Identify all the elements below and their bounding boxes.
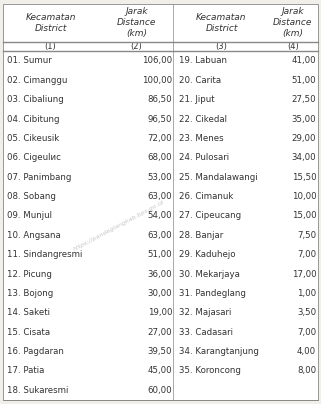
Text: 20. Carita: 20. Carita	[179, 76, 221, 85]
Text: 30. Mekarjaya: 30. Mekarjaya	[179, 269, 240, 278]
Text: 35,00: 35,00	[291, 115, 316, 124]
Text: 25. Mandalawangi: 25. Mandalawangi	[179, 173, 257, 182]
Text: 17. Patia: 17. Patia	[7, 366, 44, 375]
Text: 27,50: 27,50	[291, 95, 316, 104]
Text: 04. Cibitung: 04. Cibitung	[7, 115, 60, 124]
Text: 33. Cadasari: 33. Cadasari	[179, 328, 233, 337]
Text: 10,00: 10,00	[291, 192, 316, 201]
Text: 53,00: 53,00	[148, 173, 172, 182]
Text: 54,00: 54,00	[148, 211, 172, 221]
Text: 68,00: 68,00	[148, 154, 172, 162]
Text: 19,00: 19,00	[148, 308, 172, 317]
Text: 23. Menes: 23. Menes	[179, 134, 223, 143]
Text: 60,00: 60,00	[148, 386, 172, 395]
Text: (2): (2)	[131, 42, 142, 51]
Text: 01. Sumur: 01. Sumur	[7, 57, 52, 65]
Text: 15,50: 15,50	[291, 173, 316, 182]
Text: 08. Sobang: 08. Sobang	[7, 192, 56, 201]
Text: 12. Picung: 12. Picung	[7, 269, 52, 278]
Text: https://pandeglangkab.bps.go.id: https://pandeglangkab.bps.go.id	[73, 200, 165, 252]
Text: 07. Panimbang: 07. Panimbang	[7, 173, 72, 182]
Text: 31. Pandeglang: 31. Pandeglang	[179, 289, 246, 298]
Text: 7,50: 7,50	[297, 231, 316, 240]
Text: 13. Bojong: 13. Bojong	[7, 289, 53, 298]
Text: 22. Cikedal: 22. Cikedal	[179, 115, 227, 124]
Text: 39,50: 39,50	[148, 347, 172, 356]
Text: Kecamatan
District: Kecamatan District	[25, 13, 76, 33]
Text: 28. Banjar: 28. Banjar	[179, 231, 223, 240]
Text: 51,00: 51,00	[291, 76, 316, 85]
Text: 30,00: 30,00	[148, 289, 172, 298]
Text: 02. Cimanggu: 02. Cimanggu	[7, 76, 67, 85]
Text: 21. Jiput: 21. Jiput	[179, 95, 214, 104]
Text: 27. Cipeucang: 27. Cipeucang	[179, 211, 241, 221]
Text: 63,00: 63,00	[148, 231, 172, 240]
Text: 18. Sukaresmi: 18. Sukaresmi	[7, 386, 68, 395]
Text: 29. Kaduhejo: 29. Kaduhejo	[179, 250, 235, 259]
Text: (4): (4)	[287, 42, 299, 51]
Text: 24. Pulosari: 24. Pulosari	[179, 154, 229, 162]
Text: 63,00: 63,00	[148, 192, 172, 201]
Text: 19. Labuan: 19. Labuan	[179, 57, 227, 65]
Text: 7,00: 7,00	[297, 328, 316, 337]
Text: 45,00: 45,00	[148, 366, 172, 375]
Text: 03. Cibaliung: 03. Cibaliung	[7, 95, 64, 104]
Text: 11. Sindangresmi: 11. Sindangresmi	[7, 250, 82, 259]
Text: (3): (3)	[216, 42, 227, 51]
Text: 51,00: 51,00	[148, 250, 172, 259]
Text: 86,50: 86,50	[148, 95, 172, 104]
Text: 7,00: 7,00	[297, 250, 316, 259]
Text: 106,00: 106,00	[142, 57, 172, 65]
Text: 1,00: 1,00	[297, 289, 316, 298]
Text: 05. Cikeusik: 05. Cikeusik	[7, 134, 59, 143]
Text: 29,00: 29,00	[292, 134, 316, 143]
Text: Jarak
Distance
(km): Jarak Distance (km)	[273, 7, 313, 38]
Text: Jarak
Distance
(km): Jarak Distance (km)	[117, 7, 156, 38]
Text: 3,50: 3,50	[297, 308, 316, 317]
Text: 34,00: 34,00	[291, 154, 316, 162]
Text: 09. Munjul: 09. Munjul	[7, 211, 52, 221]
Text: 10. Angsana: 10. Angsana	[7, 231, 61, 240]
Text: 26. Cimanuk: 26. Cimanuk	[179, 192, 233, 201]
Text: 32. Majasari: 32. Majasari	[179, 308, 231, 317]
Text: Kecamatan
District: Kecamatan District	[196, 13, 247, 33]
Text: 15,00: 15,00	[291, 211, 316, 221]
Text: 4,00: 4,00	[297, 347, 316, 356]
Text: 36,00: 36,00	[148, 269, 172, 278]
Text: 27,00: 27,00	[148, 328, 172, 337]
Text: 06. Cigeulис: 06. Cigeulис	[7, 154, 61, 162]
Text: 16. Pagdaran: 16. Pagdaran	[7, 347, 64, 356]
Text: 96,50: 96,50	[148, 115, 172, 124]
Text: 34. Karangtanjung: 34. Karangtanjung	[179, 347, 259, 356]
Text: 35. Koroncong: 35. Koroncong	[179, 366, 241, 375]
Text: 72,00: 72,00	[148, 134, 172, 143]
Text: 17,00: 17,00	[291, 269, 316, 278]
Text: 41,00: 41,00	[291, 57, 316, 65]
Text: 8,00: 8,00	[297, 366, 316, 375]
Text: 14. Saketi: 14. Saketi	[7, 308, 50, 317]
Text: 15. Cisata: 15. Cisata	[7, 328, 50, 337]
Text: (1): (1)	[45, 42, 56, 51]
Text: 100,00: 100,00	[142, 76, 172, 85]
